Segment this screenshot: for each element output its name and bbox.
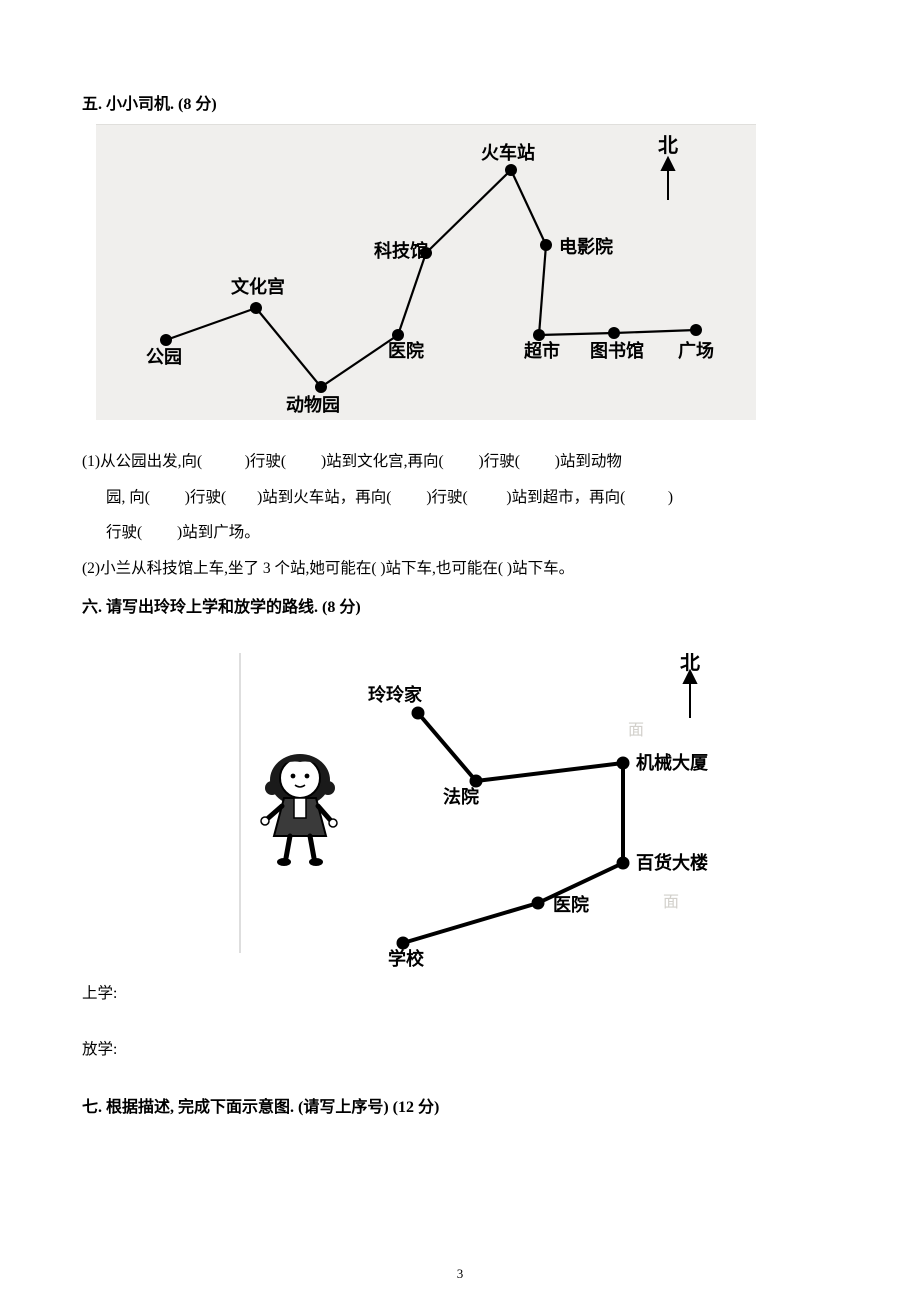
map1-label-library: 图书馆: [590, 340, 644, 361]
svg-text:北: 北: [658, 134, 678, 157]
svg-text:面: 面: [663, 894, 679, 911]
map1-label-culture: 文化宫: [231, 276, 285, 297]
section-7-title: 七. 根据描述, 完成下面示意图. (请写上序号) (12 分): [82, 1093, 838, 1117]
map1-label-tech: 科技馆: [374, 240, 428, 261]
map-figure-2: 面面 玲玲家法院机械大厦百货大楼医院学校 北: [228, 653, 728, 963]
svg-text:北: 北: [680, 653, 700, 674]
section-6-title: 六. 请写出玲玲上学和放学的路线. (8 分): [82, 593, 838, 617]
map1-label-square: 广场: [678, 340, 714, 361]
to-school-label: 上学:: [82, 981, 838, 1003]
svg-text:面: 面: [628, 722, 644, 739]
map-svg-1: 公园 文化宫动物园 医院 科技馆 火车站电影院超市 图书馆 广场 北: [96, 125, 756, 420]
map1-label-park: 公园: [146, 347, 182, 367]
map1-label-train: 火车站: [481, 142, 535, 163]
q5-1-line1: (1)从公园出发,向( )行驶( )站到文化宫,再向( )行驶( )站到动物: [82, 453, 622, 470]
map2-label-mech: 机械大厦: [636, 752, 709, 773]
map1-label-market: 超市: [524, 340, 560, 361]
map2-label-home: 玲玲家: [368, 684, 423, 705]
map2-label-school: 学校: [388, 948, 425, 969]
girl-icon: [261, 754, 337, 866]
q5-1-line3: 行驶( )站到广场。: [82, 515, 838, 551]
page-number: 3: [0, 1266, 920, 1282]
map1-label-zoo: 动物园: [286, 394, 340, 415]
map1-label-cinema: 电影院: [559, 236, 613, 257]
question-5-1: (1)从公园出发,向( )行驶( )站到文化宫,再向( )行驶( )站到动物 园…: [82, 444, 838, 587]
question-5-2: (2)小兰从科技馆上车,坐了 3 个站,她可能在( )站下车,也可能在( )站下…: [82, 560, 574, 577]
map2-label-court: 法院: [443, 786, 479, 807]
map2-label-dept: 百货大楼: [636, 852, 708, 873]
map1-label-hospital: 医院: [388, 340, 424, 361]
map-figure-1: 公园 文化宫动物园 医院 科技馆 火车站电影院超市 图书馆 广场 北: [96, 124, 756, 420]
from-school-label: 放学:: [82, 1037, 838, 1059]
map-svg-2: 面面 玲玲家法院机械大厦百货大楼医院学校 北: [228, 653, 728, 973]
map2-label-hosp: 医院: [553, 894, 589, 915]
q5-1-line2: 园, 向( )行驶( )站到火车站，再向( )行驶( )站到超市，再向( ): [82, 480, 838, 516]
section-5-title: 五. 小小司机. (8 分): [82, 90, 838, 114]
